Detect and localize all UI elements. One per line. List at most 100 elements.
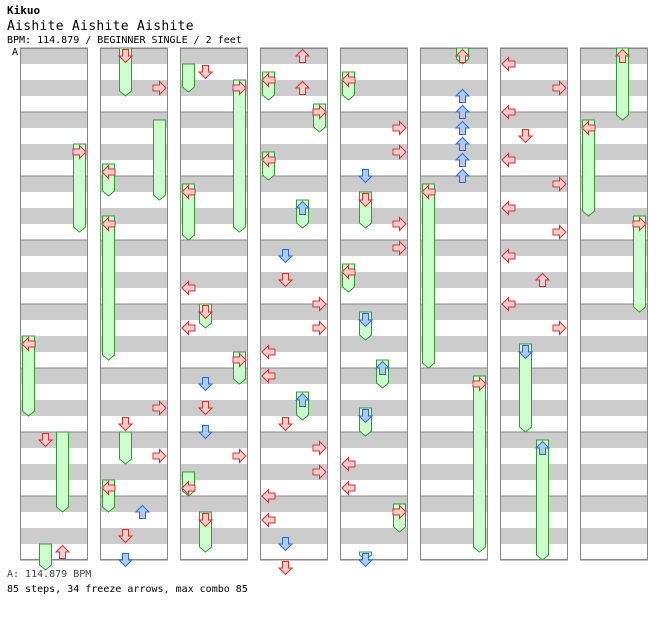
freeze-arrow <box>73 143 86 233</box>
left-arrow <box>341 72 356 88</box>
stripe <box>260 208 328 224</box>
stripe <box>260 432 328 448</box>
up-arrow <box>294 48 311 63</box>
right-arrow <box>552 320 567 336</box>
right-arrow <box>312 104 327 120</box>
freeze-arrow <box>119 431 132 465</box>
stripe <box>180 112 248 128</box>
stripe <box>420 80 488 96</box>
stripe <box>340 464 408 480</box>
left-arrow <box>501 200 516 216</box>
stripe <box>100 400 168 416</box>
stripe <box>180 368 248 384</box>
stripe <box>260 368 328 384</box>
stripe <box>420 528 488 544</box>
stripe <box>180 176 248 192</box>
up-arrow <box>54 544 71 559</box>
up-arrow <box>454 88 471 103</box>
stripe <box>180 432 248 448</box>
right-arrow <box>312 320 327 336</box>
down-arrow <box>357 193 374 208</box>
stripe <box>580 336 648 352</box>
stripe <box>580 304 648 320</box>
stripe <box>100 144 168 160</box>
stripe <box>100 528 168 544</box>
right-arrow <box>392 240 407 256</box>
right-arrow <box>472 376 487 392</box>
chart-column <box>100 47 168 561</box>
column-border <box>420 48 488 560</box>
stripe <box>580 80 648 96</box>
up-arrow <box>294 200 311 215</box>
stripe <box>420 144 488 160</box>
artist-name: Kikuo <box>7 4 41 17</box>
down-arrow <box>197 401 214 416</box>
right-arrow <box>552 80 567 96</box>
stripe <box>500 144 568 160</box>
stripe <box>500 304 568 320</box>
left-arrow <box>21 336 36 352</box>
chart-column <box>500 47 568 561</box>
left-arrow <box>341 456 356 472</box>
left-arrow <box>341 480 356 496</box>
stripe <box>580 272 648 288</box>
stripe <box>100 432 168 448</box>
stripe <box>500 176 568 192</box>
stripe <box>260 80 328 96</box>
stripe <box>20 304 88 320</box>
stripe <box>180 336 248 352</box>
stripe <box>580 144 648 160</box>
down-arrow <box>277 249 294 264</box>
stripe <box>580 528 648 544</box>
right-arrow <box>632 216 647 232</box>
right-arrow <box>392 504 407 520</box>
stripe <box>20 368 88 384</box>
stripe <box>20 336 88 352</box>
stripe <box>500 48 568 64</box>
freeze-arrow <box>56 431 69 513</box>
right-arrow <box>552 176 567 192</box>
stripe <box>500 272 568 288</box>
left-arrow <box>581 120 596 136</box>
down-arrow <box>197 377 214 392</box>
left-arrow <box>501 56 516 72</box>
stripe <box>500 528 568 544</box>
stripe <box>580 368 648 384</box>
stripe <box>340 432 408 448</box>
freeze-arrow <box>233 79 246 233</box>
stripe <box>580 112 648 128</box>
stripe <box>260 272 328 288</box>
right-arrow <box>232 448 247 464</box>
stripe <box>20 496 88 512</box>
stripe <box>500 112 568 128</box>
down-arrow <box>357 409 374 424</box>
down-arrow <box>277 537 294 552</box>
down-arrow <box>197 65 214 80</box>
stripe <box>260 304 328 320</box>
stripe <box>340 528 408 544</box>
stripe <box>180 496 248 512</box>
stripe <box>340 400 408 416</box>
down-arrow <box>117 417 134 432</box>
stripe <box>340 368 408 384</box>
left-arrow <box>101 164 116 180</box>
chart-column <box>580 47 648 561</box>
stripe <box>20 80 88 96</box>
stripe <box>500 240 568 256</box>
stripe <box>180 240 248 256</box>
stripe <box>420 464 488 480</box>
up-arrow <box>614 48 631 63</box>
down-arrow <box>197 425 214 440</box>
stripe <box>100 496 168 512</box>
column-border <box>180 48 248 560</box>
freeze-arrow <box>153 119 166 201</box>
freeze-arrow <box>582 119 595 217</box>
column-border <box>100 48 168 560</box>
song-title: Aishite Aishite Aishite <box>7 19 194 34</box>
stripe <box>420 304 488 320</box>
stripe <box>100 208 168 224</box>
column-border <box>260 48 328 560</box>
stripe <box>20 176 88 192</box>
up-arrow <box>534 272 551 287</box>
stripe <box>340 496 408 512</box>
